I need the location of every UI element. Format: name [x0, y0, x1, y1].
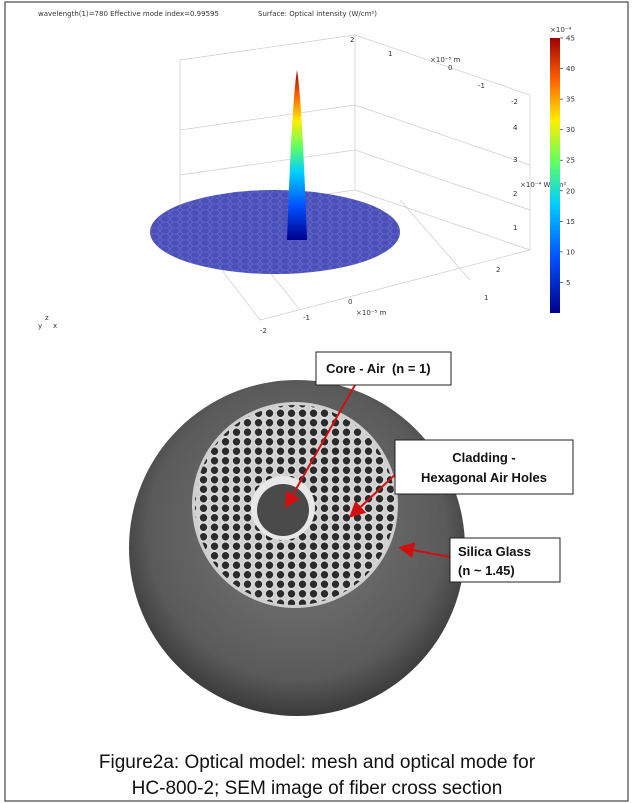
annotation: (n ~ 1.45) — [458, 563, 515, 578]
annotation: Core - Air (n = 1) — [326, 361, 431, 376]
tick-label: 3 — [513, 156, 517, 164]
colorbar-tick-label: 35 — [566, 96, 575, 104]
orientation-label: y — [38, 322, 42, 330]
tick-label: -2 — [260, 327, 267, 335]
colorbar-tick-label: 25 — [566, 157, 575, 165]
colorbar-tick-label: 5 — [566, 279, 570, 287]
colorbar-tick-label: 20 — [566, 187, 575, 195]
colorbar-tick-label: 30 — [566, 126, 575, 134]
colorbar: ×10⁻⁴ 5 10 15 20 25 30 35 40 45 — [550, 26, 575, 313]
figure: wavelength(1)=780 Effective mode index=0… — [0, 0, 634, 803]
tick-label: -1 — [478, 82, 485, 90]
plot-3d: wavelength(1)=780 Effective mode index=0… — [38, 10, 566, 335]
colorbar-tick-label: 15 — [566, 218, 575, 226]
orientation-label: x — [53, 322, 57, 330]
colorbar-exponent: ×10⁻⁴ — [550, 26, 571, 34]
tick-label: -2 — [511, 98, 518, 106]
tick-label: 4 — [513, 124, 518, 132]
orientation-label: z — [45, 314, 49, 322]
surface-label: Surface: Optical intensity (W/cm²) — [258, 10, 377, 18]
axis-unit: ×10⁻⁵ m — [356, 309, 386, 317]
colorbar-tick-label: 40 — [566, 65, 575, 73]
tick-label: 2 — [350, 36, 354, 44]
tick-label: -1 — [303, 314, 310, 322]
colorbar-tick-label: 10 — [566, 248, 575, 256]
annotation: Silica Glass — [458, 544, 531, 559]
tick-label: 1 — [484, 294, 488, 302]
tick-label: 0 — [348, 298, 352, 306]
sem-image: Core - Air (n = 1) Cladding - Hexagonal … — [60, 340, 573, 725]
annotation: Cladding - — [452, 450, 516, 465]
colorbar-tick-label: 45 — [566, 35, 575, 43]
mode-peak — [287, 70, 307, 240]
caption: HC-800-2; SEM image of fiber cross secti… — [132, 778, 503, 799]
tick-label: 1 — [388, 50, 392, 58]
tick-label: 0 — [448, 64, 452, 72]
axis-unit: ×10⁻⁵ m — [430, 56, 460, 64]
header: wavelength(1)=780 Effective mode index=0… — [38, 10, 219, 18]
annotation: Hexagonal Air Holes — [421, 470, 547, 485]
caption: Figure2a: Optical model: mesh and optica… — [99, 752, 536, 773]
tick-label: 1 — [513, 224, 517, 232]
tick-label: 2 — [513, 190, 517, 198]
tick-label: 2 — [496, 266, 500, 274]
fiber-core — [257, 484, 309, 536]
